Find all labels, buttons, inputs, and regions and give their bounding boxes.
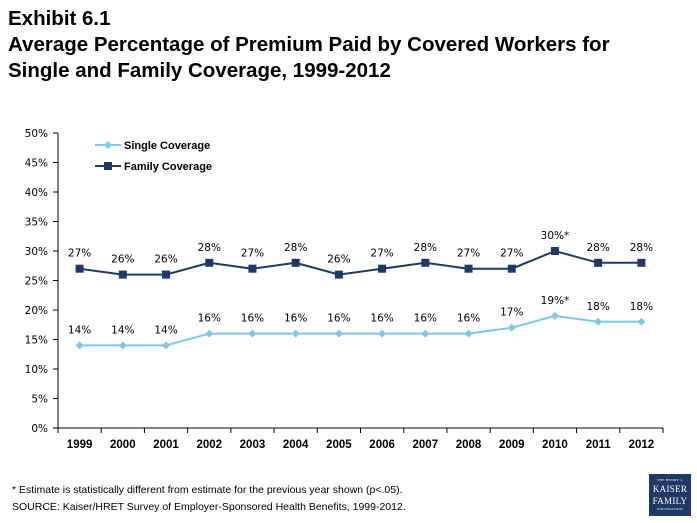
x-tick-label: 2002 bbox=[196, 439, 222, 451]
x-tick-label: 2008 bbox=[456, 439, 482, 451]
data-label-single-2004: 16% bbox=[284, 313, 307, 325]
data-point-single-2009 bbox=[507, 323, 516, 332]
data-label-family-2004: 28% bbox=[284, 242, 307, 254]
series-line-single bbox=[79, 314, 642, 347]
data-point-family-2009 bbox=[507, 264, 516, 273]
data-label-single-2008: 16% bbox=[457, 313, 480, 325]
x-tick-label: 2005 bbox=[326, 439, 352, 451]
y-tick-label: 10% bbox=[25, 364, 48, 376]
data-point-family-2005 bbox=[334, 270, 343, 279]
footnote-significance: * Estimate is statistically different fr… bbox=[12, 484, 403, 496]
x-tick-label: 2000 bbox=[110, 439, 136, 451]
data-point-single-2006 bbox=[378, 329, 387, 338]
data-point-single-2011 bbox=[594, 317, 603, 326]
x-tick-label: 2004 bbox=[283, 439, 309, 451]
y-tick-label: 50% bbox=[25, 128, 48, 140]
data-point-family-2003 bbox=[248, 264, 257, 273]
y-tick-label: 25% bbox=[25, 276, 48, 288]
logo-line-1: THE HENRY J. bbox=[656, 478, 684, 482]
exhibit-label: Exhibit 6.1 bbox=[8, 7, 111, 30]
data-label-single-2006: 16% bbox=[370, 313, 393, 325]
data-label-single-2012: 18% bbox=[630, 301, 653, 313]
x-tick-label: 2007 bbox=[413, 439, 439, 451]
y-tick-label: 45% bbox=[25, 158, 48, 170]
logo-line-2: KAISER bbox=[652, 484, 688, 494]
data-point-single-2004 bbox=[291, 329, 300, 338]
title-line-2: Single and Family Coverage, 1999-2012 bbox=[8, 59, 391, 82]
line-chart: 0% 5% 10% 15% 20% 25% 30% 35% 40% 45% 50% 1999 2000 2… bbox=[25, 128, 664, 451]
data-label-single-2009: 17% bbox=[500, 307, 523, 319]
data-point-family-2002 bbox=[205, 258, 214, 267]
data-point-family-2010 bbox=[550, 247, 559, 255]
data-label-single-2005: 16% bbox=[327, 313, 350, 325]
y-tick-label: 35% bbox=[25, 217, 48, 229]
legend-label: Family Coverage bbox=[124, 161, 212, 173]
x-tick-label: 2011 bbox=[586, 439, 612, 451]
title-line-1: Average Percentage of Premium Paid by Co… bbox=[8, 33, 610, 56]
data-label-single-2001: 14% bbox=[154, 324, 177, 336]
data-label-family-2012: 28% bbox=[630, 242, 653, 254]
series-line-family bbox=[79, 249, 642, 276]
data-label-family-2008: 27% bbox=[457, 248, 480, 260]
data-point-single-2007 bbox=[421, 329, 430, 338]
x-tick-label: 1999 bbox=[67, 439, 93, 451]
data-label-family-2002: 28% bbox=[198, 242, 221, 254]
data-label-family-2003: 27% bbox=[241, 248, 264, 260]
data-label-family-2005: 26% bbox=[327, 254, 350, 266]
data-point-family-2000 bbox=[118, 270, 127, 279]
data-point-family-2012 bbox=[637, 258, 646, 267]
data-point-single-2008 bbox=[464, 329, 473, 338]
data-label-single-1999: 14% bbox=[68, 324, 91, 336]
data-label-single-2003: 16% bbox=[241, 313, 264, 325]
data-point-family-1999 bbox=[75, 264, 84, 273]
data-point-family-2007 bbox=[421, 258, 430, 267]
data-point-family-2004 bbox=[291, 258, 300, 267]
data-label-single-2007: 16% bbox=[414, 313, 437, 325]
data-point-single-2000 bbox=[118, 341, 127, 350]
data-point-single-2001 bbox=[162, 341, 171, 350]
y-tick-label: 5% bbox=[31, 394, 48, 406]
data-point-family-2001 bbox=[162, 270, 171, 279]
x-tick-label: 2001 bbox=[153, 439, 179, 451]
data-label-single-2000: 14% bbox=[111, 324, 134, 336]
data-point-single-1999 bbox=[75, 341, 84, 350]
data-label-single-2002: 16% bbox=[198, 313, 221, 325]
data-point-single-2002 bbox=[205, 329, 214, 338]
data-point-single-2010 bbox=[550, 311, 559, 320]
logo-line-3: FAMILY bbox=[652, 496, 688, 506]
y-tick-label: 40% bbox=[25, 187, 48, 199]
data-label-single-2010: 19%* bbox=[541, 295, 570, 307]
legend-marker bbox=[104, 162, 112, 170]
data-label-family-2007: 28% bbox=[414, 242, 437, 254]
y-tick-label: 20% bbox=[25, 305, 48, 317]
legend-label: Single Coverage bbox=[124, 140, 210, 152]
x-tick-label: 2006 bbox=[369, 439, 395, 451]
x-tick-label: 2012 bbox=[629, 439, 655, 451]
legend-marker bbox=[104, 141, 112, 149]
y-tick-label: 15% bbox=[25, 335, 48, 347]
logo-line-4: FOUNDATION bbox=[657, 507, 683, 511]
kff-logo: THE HENRY J. KAISER FAMILY FOUNDATION bbox=[649, 474, 691, 516]
data-label-family-2000: 26% bbox=[111, 254, 134, 266]
data-label-single-2011: 18% bbox=[587, 301, 610, 313]
data-label-family-1999: 27% bbox=[68, 248, 91, 260]
data-point-single-2003 bbox=[248, 329, 257, 338]
y-tick-label: 30% bbox=[25, 246, 48, 258]
x-tick-label: 2009 bbox=[499, 439, 525, 451]
data-point-family-2008 bbox=[464, 264, 473, 273]
data-point-single-2005 bbox=[334, 329, 343, 338]
data-label-family-2011: 28% bbox=[587, 242, 610, 254]
data-label-family-2006: 27% bbox=[370, 248, 393, 260]
x-tick-label: 2003 bbox=[240, 439, 266, 451]
data-label-family-2009: 27% bbox=[500, 248, 523, 260]
footnote-source: SOURCE: Kaiser/HRET Survey of Employer-S… bbox=[12, 501, 406, 513]
data-label-family-2001: 26% bbox=[154, 254, 177, 266]
y-tick-label: 0% bbox=[31, 423, 48, 435]
data-point-family-2011 bbox=[594, 258, 603, 267]
data-label-family-2010: 30%* bbox=[541, 230, 570, 242]
chart-title-block: Exhibit 6.1 Average Percentage of Premiu… bbox=[8, 6, 688, 84]
data-point-single-2012 bbox=[637, 317, 646, 326]
x-tick-label: 2010 bbox=[542, 439, 568, 451]
data-point-family-2006 bbox=[378, 264, 387, 273]
